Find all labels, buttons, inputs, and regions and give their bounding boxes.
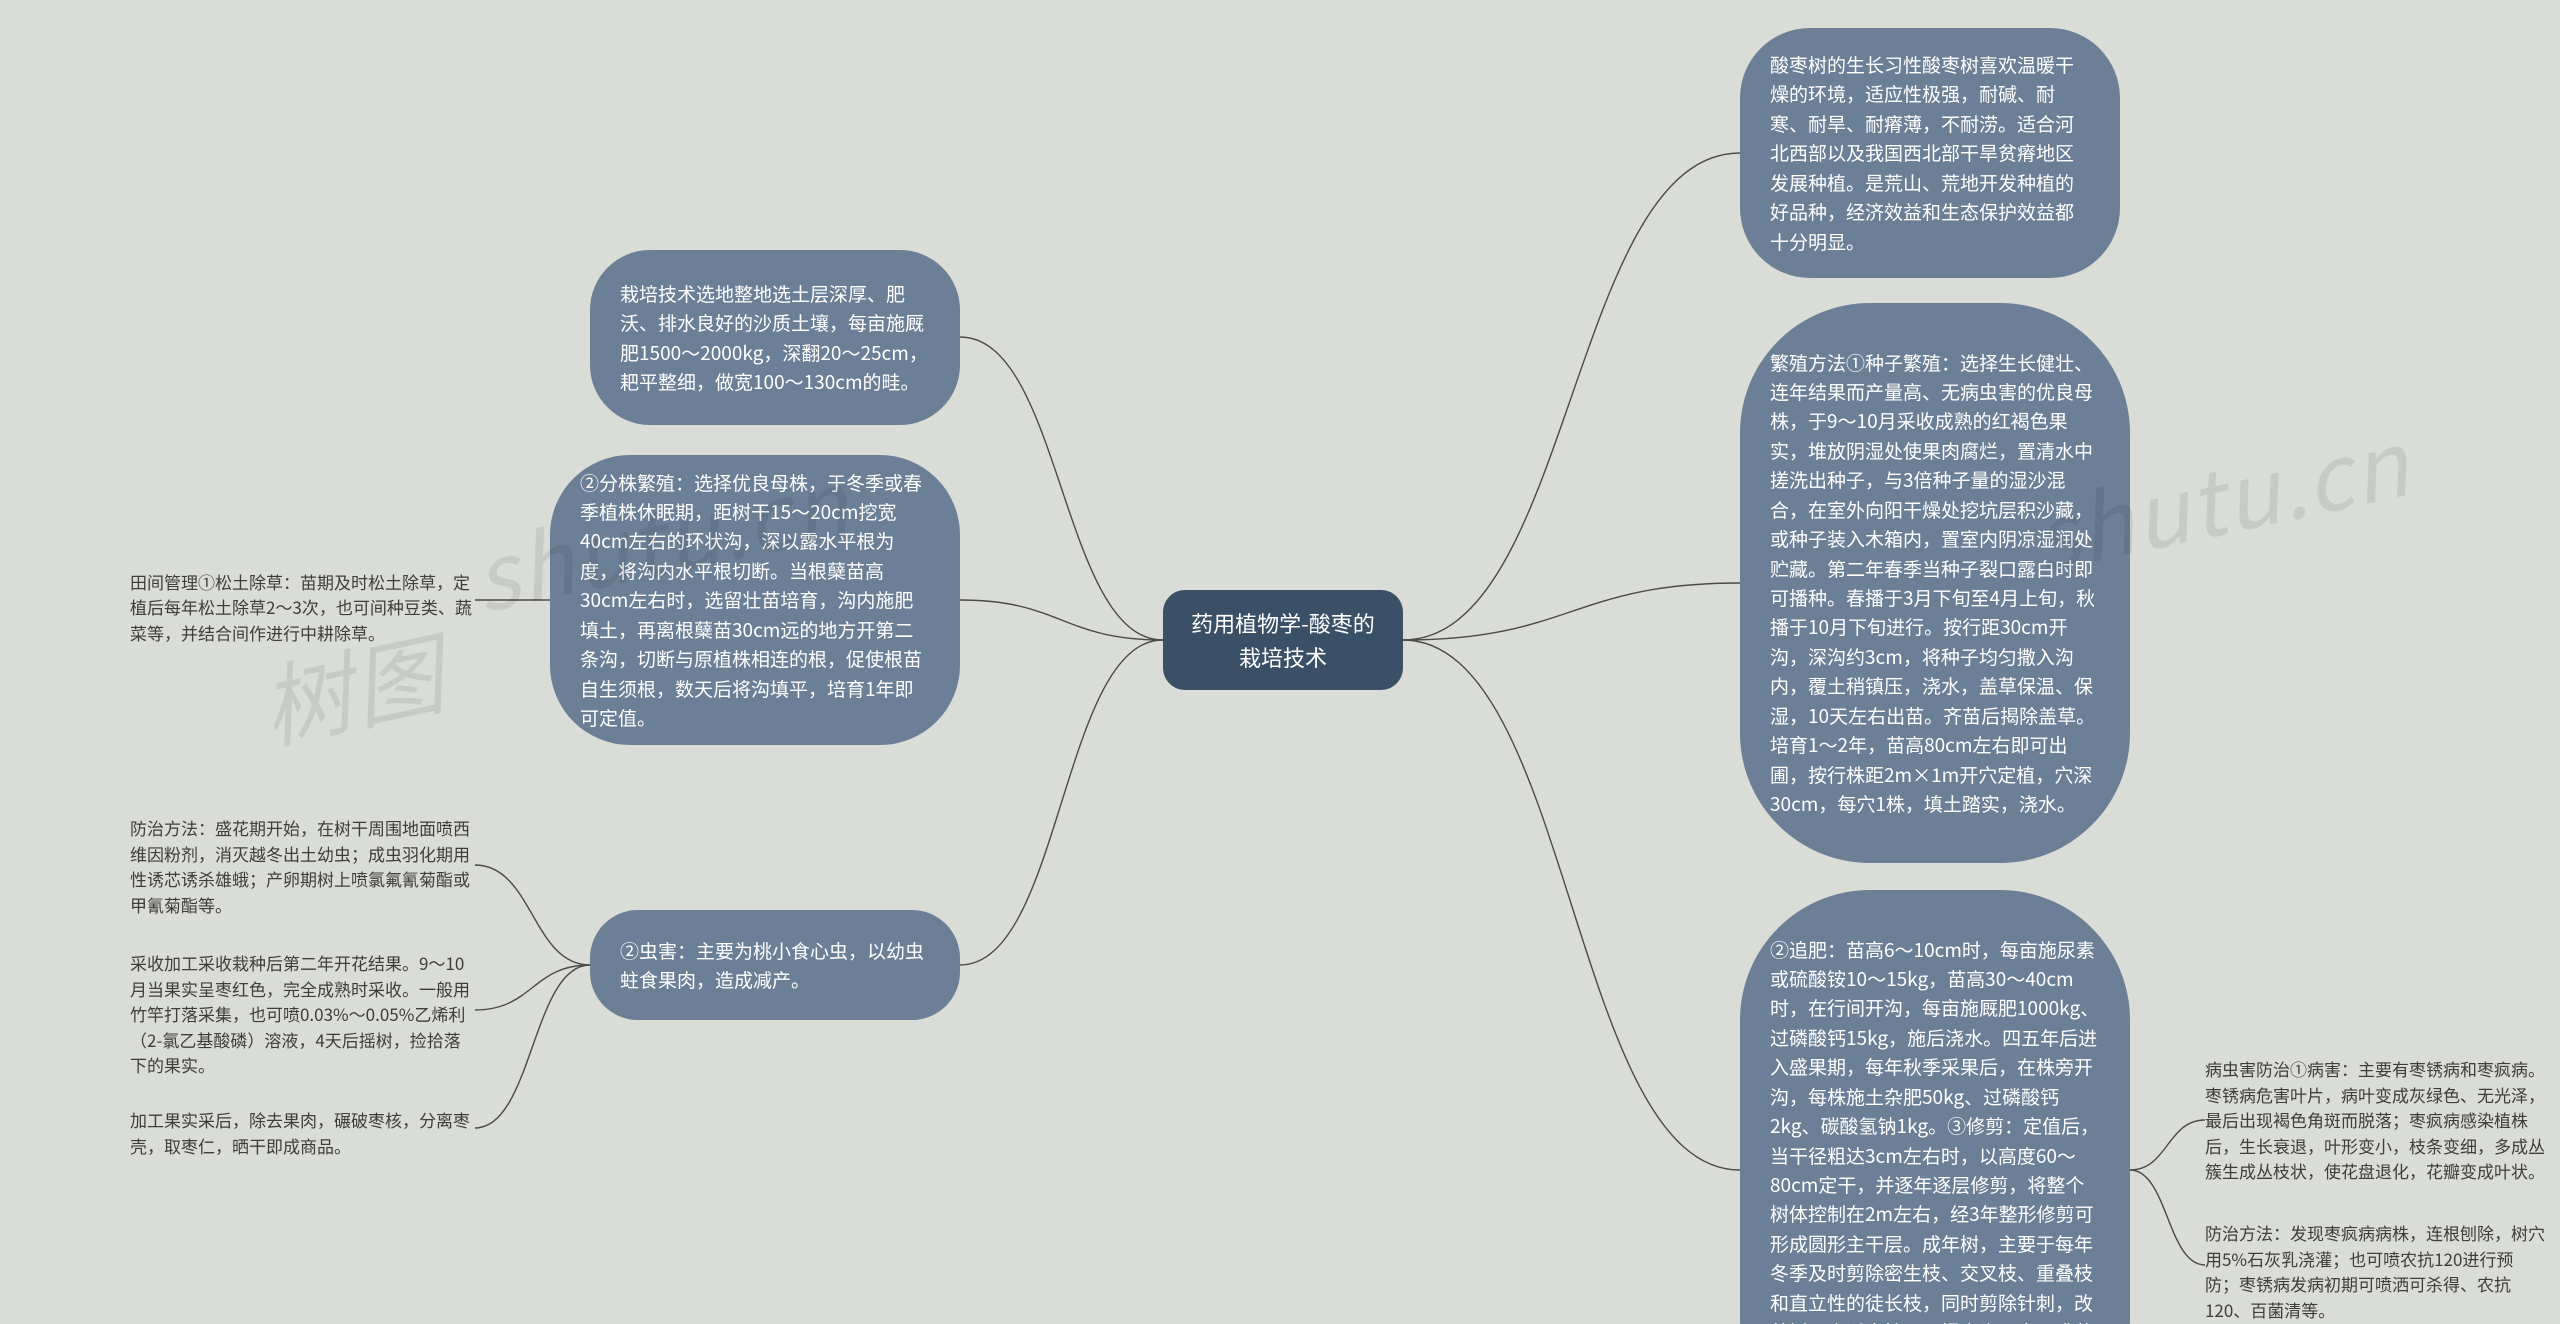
node-central: 药用植物学-酸枣的栽培技术 (1163, 590, 1403, 690)
node-text-central: 药用植物学-酸枣的栽培技术 (1183, 606, 1383, 674)
mindmap-canvas: 药用植物学-酸枣的栽培技术 酸枣树的生长习性酸枣树喜欢温暖干燥的环境，适应性极强，… (0, 0, 2560, 1324)
leaf-l_disease2: 防治方法：发现枣疯病病株，连根刨除，树穴用5%石灰乳浇灌；也可喷农抗120进行预… (2205, 1220, 2545, 1322)
node-b_pest: ②虫害：主要为桃小食心虫，以幼虫蛀食果肉，造成减产。 (590, 910, 960, 1020)
node-text-b_pest: ②虫害：主要为桃小食心虫，以幼虫蛀食果肉，造成减产。 (620, 936, 930, 995)
node-b_seed: 繁殖方法①种子繁殖：选择生长健壮、连年结果而产量高、无病虫害的优良母株，于9～1… (1740, 303, 2130, 863)
node-b_culture: 栽培技术选地整地选土层深厚、肥沃、排水良好的沙质土壤，每亩施厩肥1500～200… (590, 250, 960, 425)
node-text-b_growth: 酸枣树的生长习性酸枣树喜欢温暖干燥的环境，适应性极强，耐碱、耐寒、耐旱、耐瘠薄，… (1770, 50, 2090, 256)
leaf-l_field: 田间管理①松土除草：苗期及时松土除草，定植后每年松土除草2～3次，也可间种豆类、… (130, 567, 475, 647)
leaf-l_process: 加工果实采后，除去果肉，碾破枣核，分离枣壳，取枣仁，晒干即成商品。 (130, 1105, 475, 1160)
node-text-b_culture: 栽培技术选地整地选土层深厚、肥沃、排水良好的沙质土壤，每亩施厩肥1500～200… (620, 279, 930, 397)
leaf-l_disease: 病虫害防治①病害：主要有枣锈病和枣疯病。枣锈病危害叶片，病叶变成灰绿色、无光泽，… (2205, 1050, 2545, 1190)
node-text-b_seed: 繁殖方法①种子繁殖：选择生长健壮、连年结果而产量高、无病虫害的优良母株，于9～1… (1770, 348, 2100, 819)
node-b_division: ②分株繁殖：选择优良母株，于冬季或春季植株休眠期，距树干15～20cm挖宽40c… (550, 455, 960, 745)
leaf-l_prevent: 防治方法：盛花期开始，在树干周围地面喷西维因粉剂，消灭越冬出土幼虫；成虫羽化期用… (130, 815, 475, 917)
node-b_fert: ②追肥：苗高6～10cm时，每亩施尿素或硫酸铵10～15kg，苗高30～40cm… (1740, 890, 2130, 1324)
node-text-b_fert: ②追肥：苗高6～10cm时，每亩施尿素或硫酸铵10～15kg，苗高30～40cm… (1770, 935, 2100, 1324)
leaf-l_harvest: 采收加工采收栽种后第二年开花结果。9～10月当果实呈枣红色，完全成熟时采收。一般… (130, 950, 475, 1078)
node-text-b_division: ②分株繁殖：选择优良母株，于冬季或春季植株休眠期，距树干15～20cm挖宽40c… (580, 468, 930, 733)
node-b_growth: 酸枣树的生长习性酸枣树喜欢温暖干燥的环境，适应性极强，耐碱、耐寒、耐旱、耐瘠薄，… (1740, 28, 2120, 278)
